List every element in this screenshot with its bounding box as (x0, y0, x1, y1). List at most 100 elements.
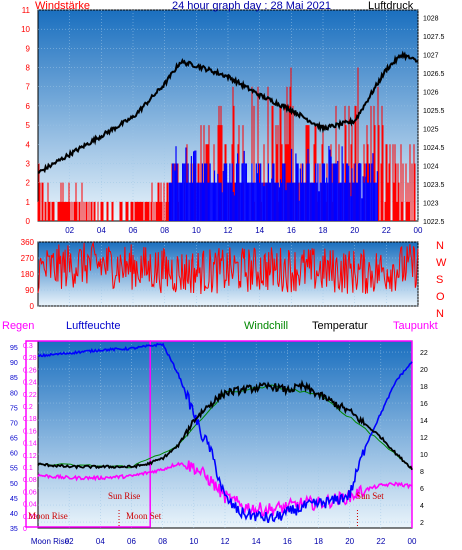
regen-label: Regen (2, 320, 35, 332)
panel3-temp-tick-label: 20 (420, 367, 428, 374)
panel3-humidity-tick-label: 70 (10, 420, 18, 427)
panel2-y-tick-label: 360 (21, 238, 35, 247)
panel3-x-tick-label: 08 (158, 537, 167, 546)
panel3-humidity-tick-label: 40 (10, 511, 18, 518)
compass-n-bottom: N (436, 308, 444, 320)
panel1-y-right-tick-label: 1025 (423, 126, 439, 133)
panel3-rain-tick-label: 0.26 (23, 367, 37, 374)
panel3-humidity-tick-label: 80 (10, 390, 18, 397)
rain-frame (25, 340, 151, 528)
panel3-rain-tick-label: 0.28 (23, 355, 37, 362)
wind-direction-line (37, 240, 419, 295)
panel3-x-tick-label: 22 (376, 537, 385, 546)
panel3-humidity-tick-label: 75 (10, 405, 18, 412)
panel3-x-tick-label: 02 (65, 537, 74, 546)
panel3-humidity-tick-label: 55 (10, 466, 18, 473)
windchill-label: Windchill (244, 320, 289, 332)
sun-set-label: Sun Set (356, 491, 384, 501)
panel3-x-tick-label: 12 (221, 537, 230, 546)
panel1-y-left-tick-label: 5 (26, 121, 31, 130)
panel3-rain-tick-label: 0.12 (23, 453, 37, 460)
windstaerke-title: Windstärke (35, 0, 91, 12)
panel1-y-left-tick-label: 10 (21, 25, 30, 34)
sun-rise-label: Sun Rise (108, 491, 141, 501)
panel1-y-left-tick-label: 11 (22, 6, 31, 15)
compass-s: S (436, 274, 444, 286)
panel3-humidity-tick-label: 35 (10, 526, 18, 533)
panel1-y-right-tick-label: 1028 (423, 15, 439, 22)
panel3-rain-tick-label: 0 (23, 526, 27, 533)
dewpoint-line (37, 460, 413, 517)
panel1-y-left-tick-label: 6 (26, 102, 31, 111)
panel3-rain-tick-label: 0.02 (23, 514, 37, 521)
panel3-temp-tick-label: 8 (420, 469, 424, 476)
panel1-x-tick-label: 06 (129, 226, 138, 235)
panel1-y-right-tick-label: 1026 (423, 89, 439, 96)
panel1-x-tick-label: 12 (224, 226, 233, 235)
panel3-x-tick-label: Moon Rise (31, 537, 70, 546)
panel3-rain-tick-label: 0.1 (23, 465, 33, 472)
panel1-x-tick-label: 20 (350, 226, 359, 235)
panel3-temp-tick-label: 4 (420, 503, 424, 510)
panel3-temp-tick-label: 18 (420, 384, 428, 391)
panel3-x-tick-label: 20 (345, 537, 354, 546)
panel3-x-tick-label: 06 (127, 537, 136, 546)
panel3-humidity-tick-label: 85 (10, 375, 18, 382)
panel3-temp-tick-label: 2 (420, 520, 424, 527)
panel3-rain-tick-label: 0.06 (23, 489, 37, 496)
panel1-y-left-tick-label: 7 (26, 83, 31, 92)
compass-labels: N W S O N (436, 238, 446, 323)
panel3-rain-tick-label: 0.08 (23, 477, 37, 484)
taupunkt-label: Taupunkt (393, 320, 438, 332)
moon-rise-label: Moon Rise (28, 511, 68, 521)
panel3-humidity-tick-label: 60 (10, 451, 18, 458)
panel3-humidity-tick-label: 65 (10, 436, 18, 443)
panel1-y-right-tick-label: 1027 (423, 52, 439, 59)
panel1-y-left-tick-label: 9 (26, 44, 31, 53)
panel3-humidity-tick-label: 95 (10, 345, 18, 352)
panel3-x-tick-label: 04 (96, 537, 105, 546)
panel1-x-tick-label: 04 (97, 226, 106, 235)
compass-n-top: N (436, 240, 444, 252)
panel2-y-tick-label: 0 (30, 302, 35, 311)
panel2-y-tick-label: 90 (25, 286, 34, 295)
humidity-line (37, 342, 413, 523)
luftfeuchte-label: Luftfeuchte (66, 320, 121, 332)
panel1-y-left-tick-label: 4 (26, 140, 31, 149)
panel3-rain-tick-label: 0.22 (23, 392, 37, 399)
panel3-humidity-tick-label: 90 (10, 360, 18, 367)
panel1-x-tick-label: 10 (192, 226, 201, 235)
panel3-humidity-tick-label: 45 (10, 496, 18, 503)
temperature-line (37, 379, 413, 471)
panel3-x-tick-label: 10 (189, 537, 198, 546)
panel1-y-left-tick-label: 2 (26, 179, 31, 188)
panel1-x-tick-label: 22 (382, 226, 391, 235)
panel1-x-tick-label: 16 (287, 226, 296, 235)
panel1-x-tick-label: 02 (65, 226, 74, 235)
panel3-temp-tick-label: 12 (420, 435, 428, 442)
panel3-temp-tick-label: 14 (420, 418, 428, 425)
panel3-temp-tick-label: 22 (420, 350, 428, 357)
pressure-line (37, 50, 419, 174)
panel3-rain-tick-label: 0.16 (23, 428, 37, 435)
temperatur-label: Temperatur (312, 320, 368, 332)
gust-bars (168, 145, 378, 221)
panel3-rain-tick-label: 0.2 (23, 404, 33, 411)
panel3-x-tick-label: 16 (283, 537, 292, 546)
panel3-temp-tick-label: 6 (420, 486, 424, 493)
panel3-temp-tick-label: 16 (420, 401, 428, 408)
panel1-y-right-tick-label: 1024.5 (423, 145, 445, 152)
panel3-x-tick-label: 18 (314, 537, 323, 546)
panel3-rain-tick-label: 0.04 (23, 502, 37, 509)
panel3-rain-tick-label: 0.24 (23, 380, 37, 387)
luftdruck-title: Luftdruck (368, 0, 414, 12)
panel1-y-right-tick-label: 1027.5 (423, 34, 445, 41)
panel1-y-right-tick-label: 1025.5 (423, 108, 445, 115)
panel1-y-left-tick-label: 8 (26, 64, 31, 73)
panel3-x-tick-label: 00 (408, 537, 417, 546)
panel1-y-right-tick-label: 1023.5 (423, 182, 445, 189)
compass-o: O (436, 291, 445, 303)
panel2-y-tick-label: 270 (21, 254, 35, 263)
